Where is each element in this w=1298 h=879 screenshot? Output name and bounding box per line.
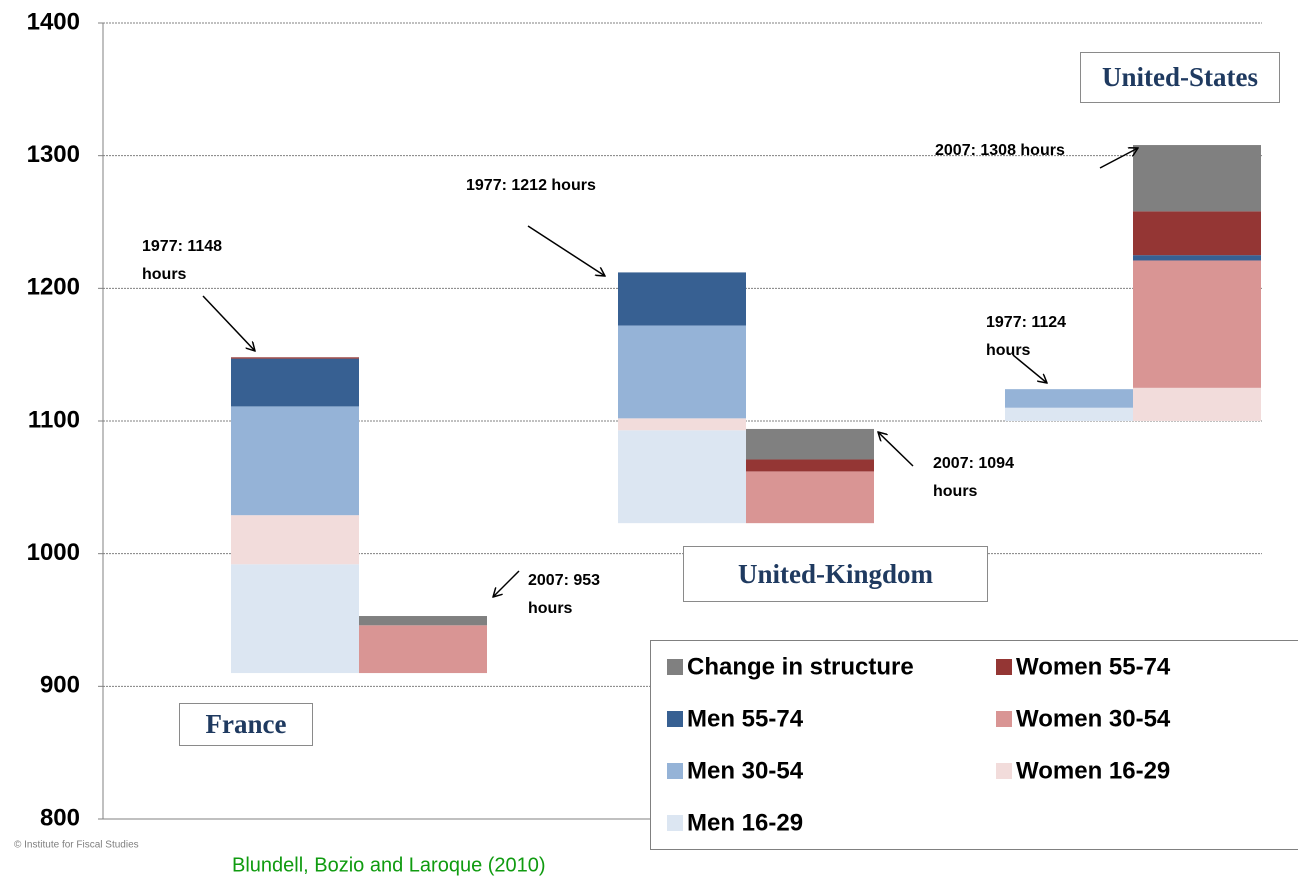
bar-segment (1133, 260, 1261, 388)
bar-segment (1133, 211, 1261, 256)
legend-label: Change in structure (687, 653, 914, 680)
y-tick-label: 1400 (27, 8, 80, 35)
bar-segment (231, 357, 359, 359)
bar-segment (231, 358, 359, 407)
annotation-arrow (493, 570, 520, 597)
bar-segment (359, 616, 487, 626)
legend-label: Men 16-29 (687, 809, 803, 836)
y-tick-label: 900 (40, 672, 80, 699)
legend-swatch (667, 711, 683, 727)
legend-swatch (667, 763, 683, 779)
group-label: United-Kingdom (683, 546, 988, 602)
legend-swatch (667, 815, 683, 831)
legend-label: Women 55-74 (1016, 653, 1171, 680)
y-tick-label: 800 (40, 804, 80, 831)
y-tick-label: 1200 (27, 274, 80, 301)
legend-label: Women 16-29 (1016, 757, 1170, 784)
legend-swatch (667, 659, 683, 675)
annotation-arrow (878, 432, 914, 467)
bar-segment (618, 325, 746, 419)
annotation: 1977: 1124 hours (986, 314, 1067, 359)
bar-segment (231, 406, 359, 516)
bar-segment (618, 430, 746, 524)
group-label: United-States (1080, 52, 1280, 103)
legend-swatch (996, 659, 1012, 675)
y-tick-label: 1000 (27, 539, 80, 566)
annotation: 1977: 1148 hours (142, 238, 223, 283)
legend-label: Men 30-54 (687, 757, 804, 784)
y-tick-label: 1100 (28, 406, 80, 433)
legend-swatch (996, 711, 1012, 727)
legend-label: Women 30-54 (1016, 705, 1171, 732)
bar-segment (231, 564, 359, 674)
bar-segment (231, 515, 359, 565)
annotation: 1977: 1212 hours (466, 177, 596, 194)
bar-segment (746, 471, 874, 524)
bar-segment (1005, 389, 1133, 408)
bar-segment (1133, 255, 1261, 261)
source: Blundell, Bozio and Laroque (2010) (232, 854, 546, 876)
group-label: France (179, 703, 313, 746)
bar-segment (1005, 407, 1133, 421)
copyright: © Institute for Fiscal Studies (14, 840, 139, 851)
legend-swatch (996, 763, 1012, 779)
annotation-arrow (1099, 148, 1138, 169)
annotation-arrow (1012, 354, 1047, 383)
annotation-arrow (202, 295, 255, 351)
bar-segment (618, 418, 746, 431)
annotation: 2007: 1094 hours (933, 455, 1014, 500)
bar-segment (746, 459, 874, 472)
annotation: 2007: 953 hours (528, 572, 601, 617)
annotation-arrow (527, 225, 605, 276)
annotation: 2007: 1308 hours (935, 142, 1065, 159)
bar-segment (746, 428, 874, 460)
legend-label: Men 55-74 (687, 705, 804, 732)
bar-segment (618, 272, 746, 326)
legend-box (650, 640, 1298, 850)
bar-segment (359, 625, 487, 674)
bar-segment (1133, 387, 1261, 421)
bar-segment (1133, 145, 1261, 212)
y-tick-label: 1300 (27, 141, 80, 168)
